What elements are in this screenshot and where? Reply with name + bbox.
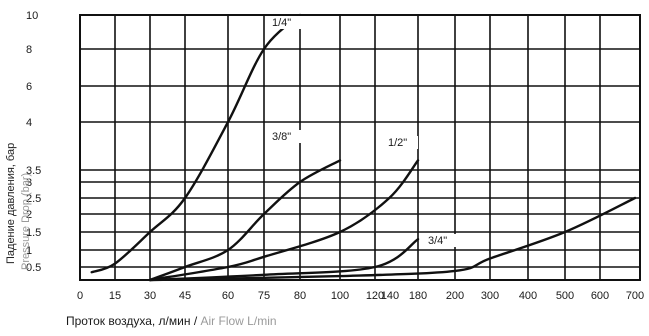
series-label-bg <box>270 16 302 29</box>
x-tick-label: 80 <box>294 290 306 302</box>
x-tick-label: 500 <box>556 290 574 302</box>
curves <box>90 13 637 282</box>
x-tick-label: 600 <box>591 290 609 302</box>
x-tick-label: 700 <box>626 290 644 302</box>
x-tick-label: 300 <box>481 290 499 302</box>
x-tick-label: 140 <box>381 290 399 302</box>
y-tick-label: 2 <box>26 209 32 221</box>
x-tick-label: 400 <box>519 290 537 302</box>
series-label: 1/4" <box>272 17 291 29</box>
series-label-bg <box>386 136 418 149</box>
x-tick-label: 30 <box>144 290 156 302</box>
series-line <box>90 13 302 274</box>
x-axis-label-ru: Проток воздуха, л/мин <box>66 314 191 328</box>
series-label: 3/4" <box>428 235 447 247</box>
x-axis-label-separator: / <box>193 314 198 328</box>
y-tick-label: 3.5 <box>26 165 41 177</box>
x-tick-label: 15 <box>109 290 121 302</box>
y-tick-label: 8 <box>26 44 32 56</box>
y-tick-label: 4 <box>26 117 32 129</box>
y-tick-label: 1 <box>26 245 32 257</box>
series-line <box>148 159 342 282</box>
y-tick-label: 2.5 <box>26 193 41 205</box>
series-label: 1/2" <box>388 137 407 149</box>
x-tick-label: 0 <box>77 290 83 302</box>
series-labels: 1/4" 3/8" 1/2" 3/4" <box>270 16 458 247</box>
y-axis-label-ru: Падение давления, бар <box>5 142 17 264</box>
plot-frame <box>79 14 641 281</box>
x-tick-label: 45 <box>179 290 191 302</box>
series-label-bg <box>426 234 458 247</box>
x-axis-label-en: Air Flow L/min <box>200 314 277 328</box>
y-tick-label: 10 <box>26 10 38 22</box>
y-tick-label: 0.5 <box>26 262 41 274</box>
grid <box>79 14 641 281</box>
y-tick-label: 3 <box>26 177 32 189</box>
x-tick-label: 120 <box>366 290 384 302</box>
series-line <box>148 196 637 282</box>
x-axis-label: Проток воздуха, л/мин / Air Flow L/min <box>66 314 277 328</box>
series-line <box>148 159 420 282</box>
series-label: 3/8" <box>272 131 291 143</box>
x-tick-label: 100 <box>331 290 349 302</box>
x-tick-label: 200 <box>446 290 464 302</box>
series-label-bg <box>270 130 302 143</box>
y-axis-label-en: Pressure Drop (bar) <box>20 172 32 270</box>
x-tick-label: 180 <box>409 290 427 302</box>
x-tick-label: 60 <box>222 290 234 302</box>
y-tick-label: 6 <box>26 81 32 93</box>
y-tick-label: 1.5 <box>26 227 41 239</box>
x-tick-label: 75 <box>258 290 270 302</box>
